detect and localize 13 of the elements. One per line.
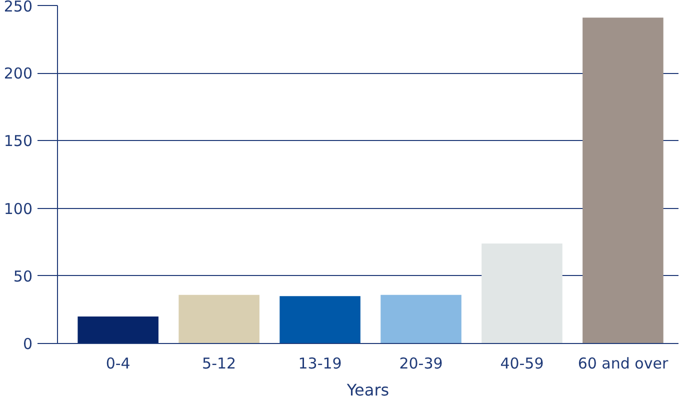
x-tick-label: 5-12 bbox=[202, 354, 236, 372]
y-tick-label: 250 bbox=[4, 0, 33, 16]
y-tick-label: 200 bbox=[4, 64, 33, 83]
y-tick-label: 100 bbox=[4, 200, 33, 218]
y-tick-label: 50 bbox=[13, 267, 33, 286]
x-tick-label: 20-39 bbox=[399, 354, 443, 372]
y-tick-label: 0 bbox=[22, 335, 33, 353]
x-tick-label: 0-4 bbox=[106, 354, 130, 372]
x-tick-label: 13-19 bbox=[298, 354, 342, 372]
x-axis-title: Years bbox=[346, 380, 390, 400]
x-tick-label: 40-59 bbox=[500, 354, 544, 372]
y-tick-label: 150 bbox=[4, 132, 33, 150]
x-tick-label: 60 and over bbox=[578, 354, 669, 372]
